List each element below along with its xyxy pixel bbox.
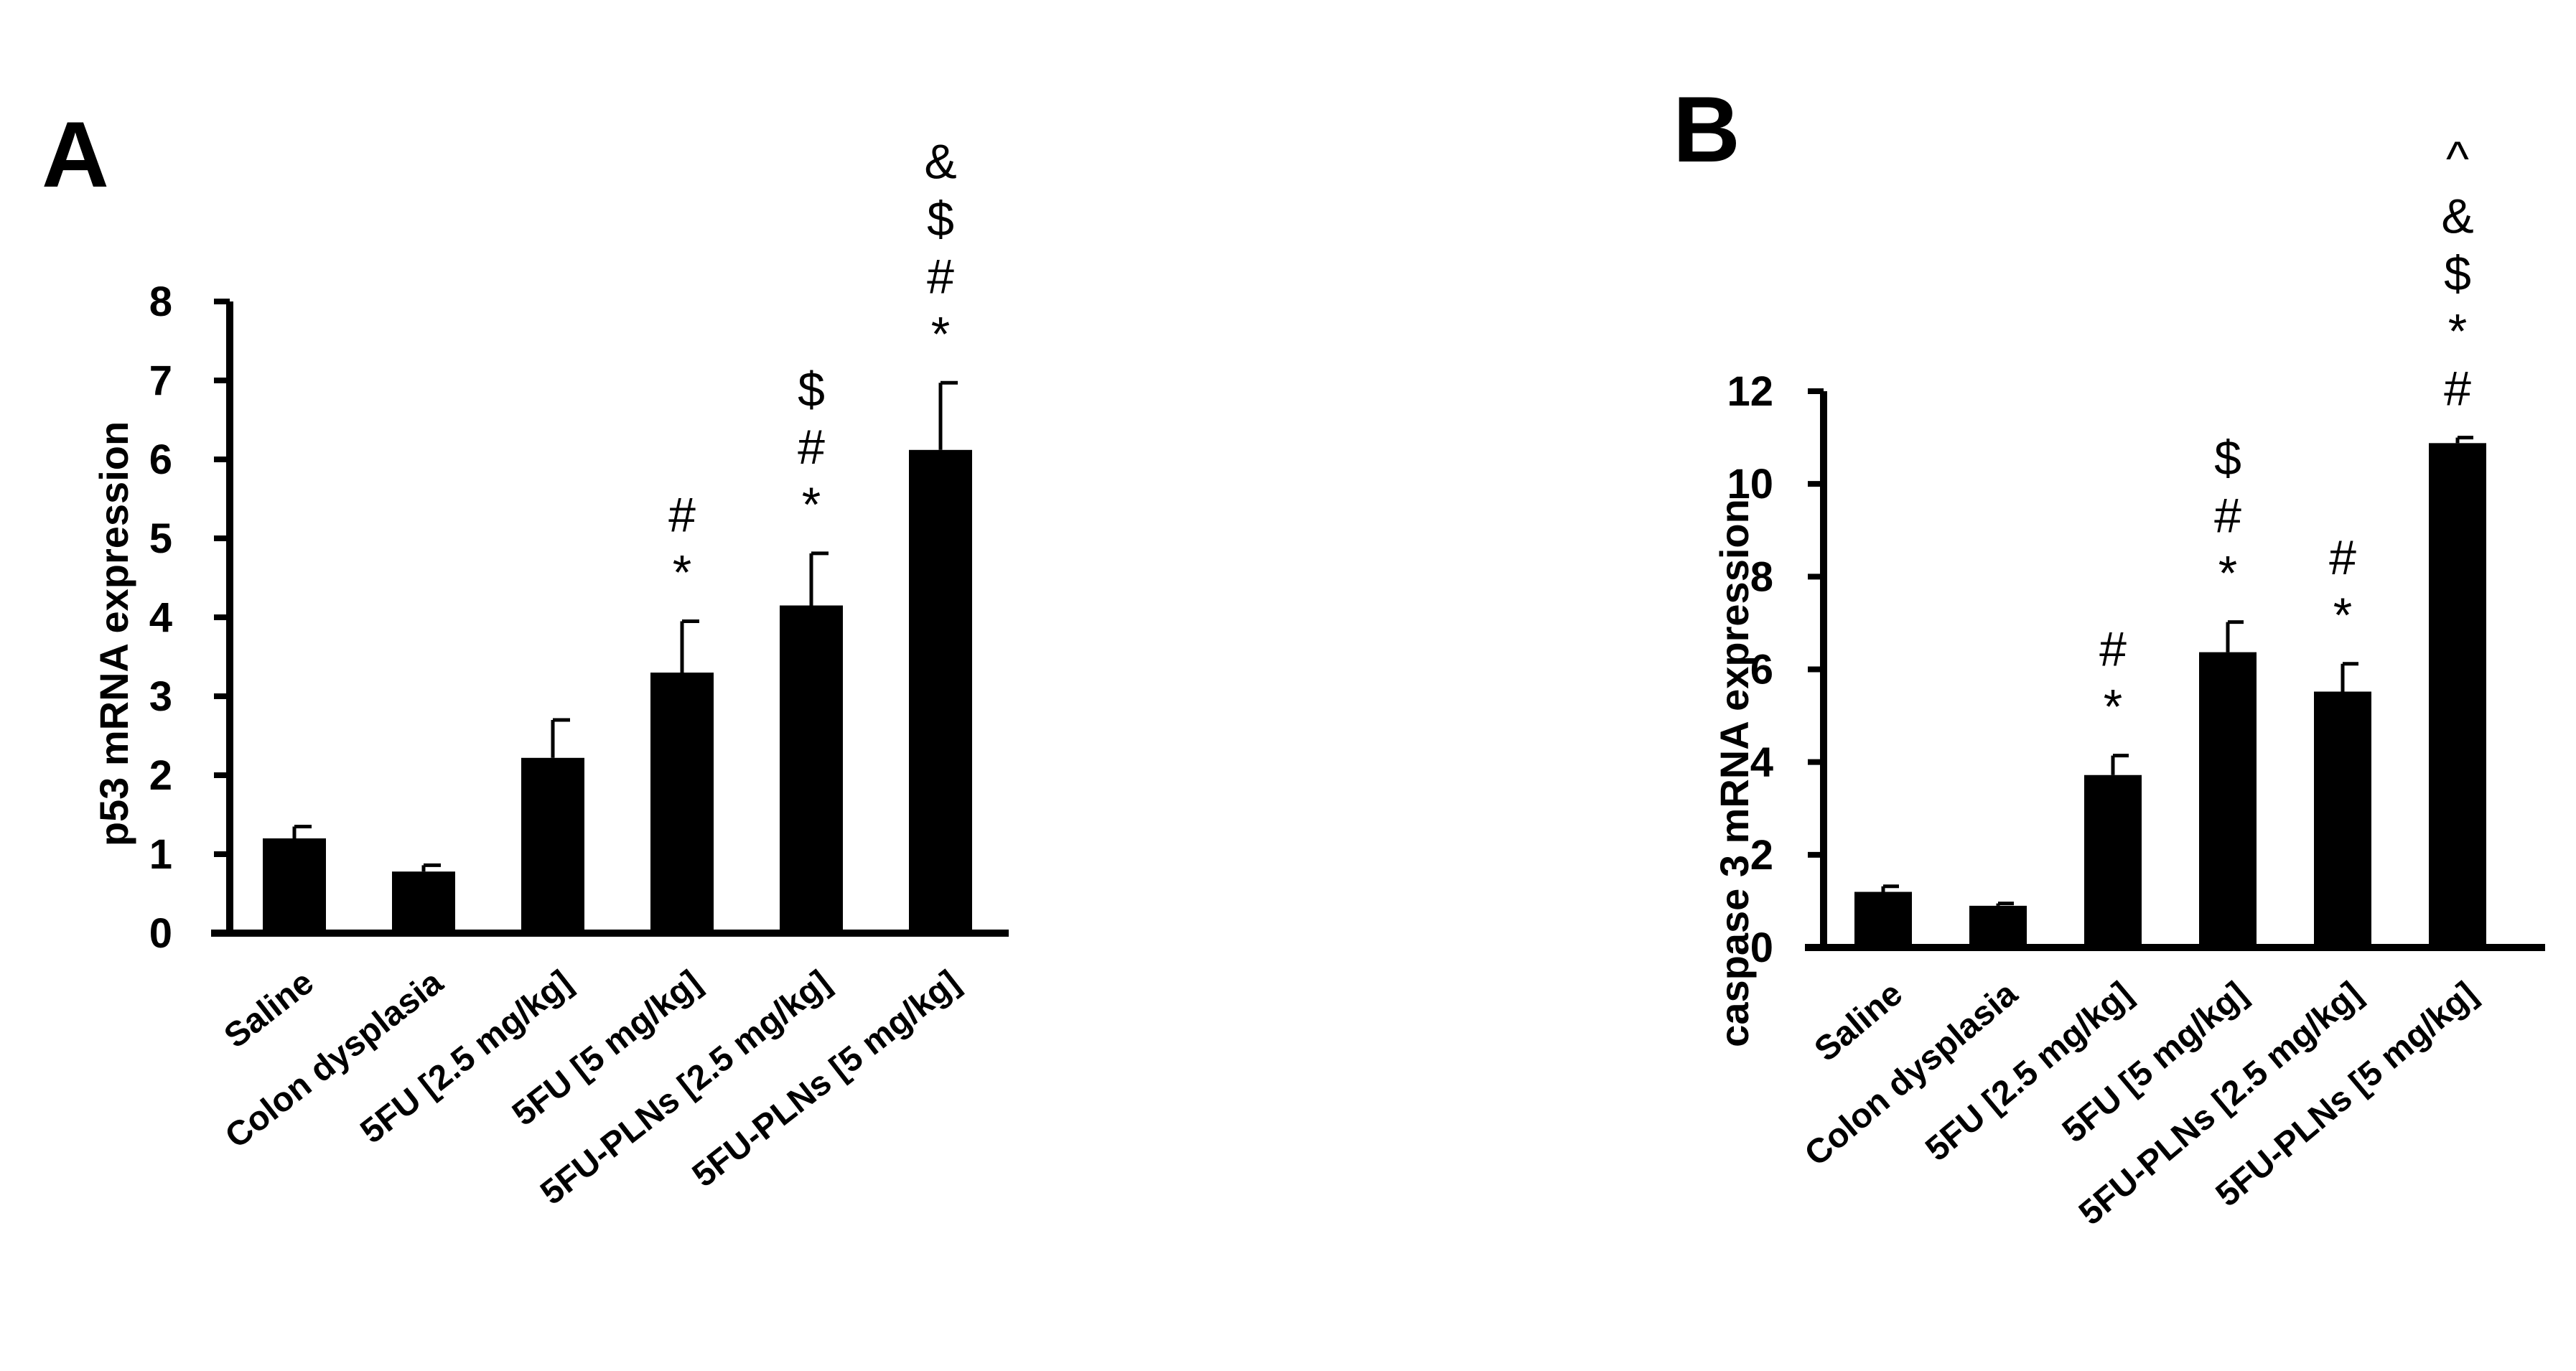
panel-b-significance-mark: $	[2444, 247, 2471, 301]
panel-b-significance-mark: &	[2441, 189, 2473, 244]
panel-b-y-axis-label: caspase 3 mRNA expression	[1712, 499, 1757, 1047]
panel-a-significance-mark: #	[798, 420, 825, 474]
panel-a-bar	[650, 673, 714, 933]
panel-a-y-tick-label: 5	[149, 515, 172, 562]
panel-a-y-axis-label: p53 mRNA expression	[91, 421, 136, 846]
panel-b-significance-mark: ^	[2446, 132, 2469, 187]
panel-a-bar	[909, 449, 972, 933]
panel-b-y-tick-label: 6	[1750, 647, 1773, 693]
panel-a-y-tick-label: 2	[149, 752, 172, 799]
panel-b-significance-mark: *	[2448, 304, 2467, 359]
panel-a-significance-mark: #	[668, 488, 696, 543]
panel-a-y-tick-label: 7	[149, 357, 172, 404]
panel-b-significance-mark: #	[2444, 362, 2471, 416]
panel-b-bar	[2314, 691, 2371, 947]
panel-a-bar	[392, 871, 455, 933]
panel-a-significance-mark: *	[802, 477, 821, 532]
panel-a-y-tick-label: 1	[149, 831, 172, 878]
panel-b-significance-mark: *	[2218, 546, 2237, 601]
panel-a-y-tick-label: 0	[149, 910, 172, 957]
panel-b-significance-mark: #	[2099, 622, 2127, 677]
panel-b-bar	[2429, 443, 2486, 947]
panel-a-label: A	[42, 102, 109, 207]
panel-a-significance-mark: *	[931, 307, 950, 361]
panel-a-significance-mark: *	[673, 546, 691, 600]
panel-b-y-tick-label: 0	[1750, 925, 1773, 971]
panel-b-significance-mark: *	[2333, 588, 2352, 642]
panel-b-bar	[1854, 892, 1912, 947]
panel-b-significance-mark: #	[2214, 489, 2241, 543]
panel-b-y-tick-label: 10	[1727, 461, 1773, 507]
panel-b-bar	[1969, 905, 2027, 947]
panel-a-y-tick-label: 4	[149, 594, 172, 641]
panel-b-bar	[2084, 775, 2142, 947]
panel-a-y-tick-label: 6	[149, 436, 172, 483]
panel-a-significance-mark: $	[798, 362, 825, 417]
panel-a-bar	[263, 838, 326, 933]
panel-b-significance-mark: #	[2329, 530, 2356, 585]
panel-b-bar	[2199, 652, 2257, 947]
panel-a-significance-mark: $	[927, 192, 954, 246]
panel-a-y-tick-label: 3	[149, 673, 172, 720]
panel-a-bar	[521, 757, 584, 933]
panel-a-bar	[780, 605, 843, 933]
panel-b-y-tick-label: 12	[1727, 368, 1773, 415]
panel-b-y-tick-label: 4	[1750, 739, 1773, 786]
panel-b-y-tick-label: 8	[1750, 553, 1773, 600]
panel-b-significance-mark: $	[2214, 431, 2241, 486]
panel-b-label: B	[1673, 77, 1740, 182]
panel-a-y-tick-label: 8	[149, 279, 172, 325]
panel-b-significance-mark: *	[2104, 680, 2122, 734]
panel-a-significance-mark: #	[927, 249, 954, 304]
panel-a-significance-mark: &	[924, 134, 956, 189]
panel-b-y-tick-label: 2	[1750, 832, 1773, 879]
